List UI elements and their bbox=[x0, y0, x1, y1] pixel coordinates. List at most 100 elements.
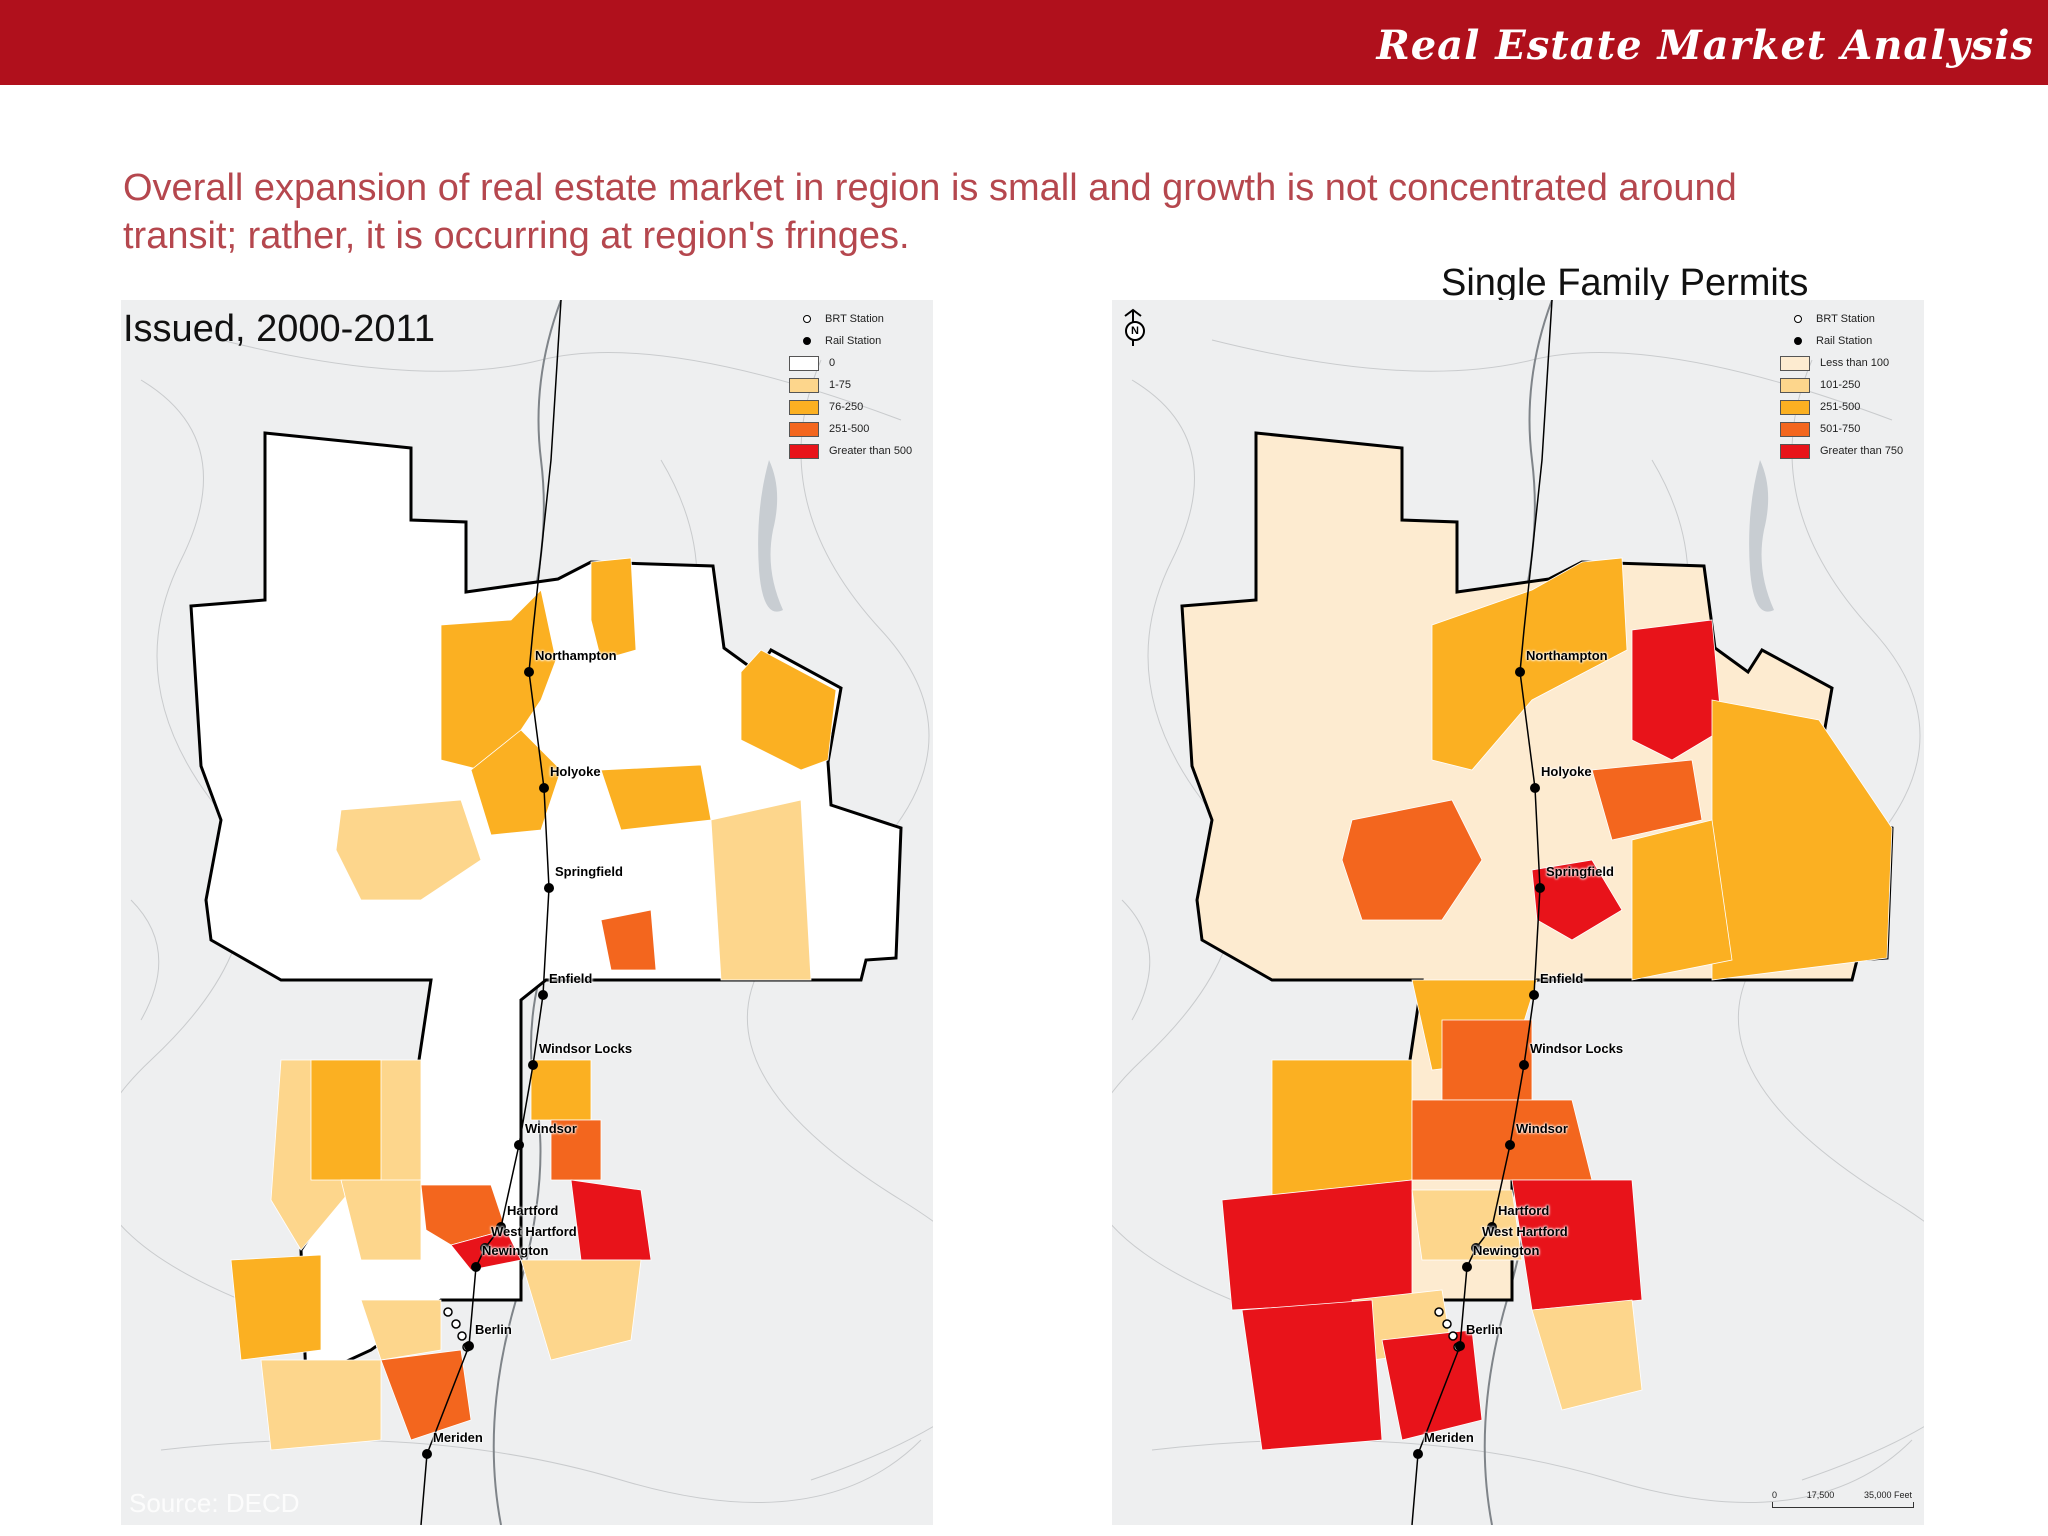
legend-class-label: Greater than 500 bbox=[829, 445, 913, 457]
region-windsor-locks bbox=[530, 1059, 592, 1121]
station-label: Hartford bbox=[1498, 1203, 1550, 1218]
brt-station-marker bbox=[1448, 1331, 1458, 1341]
region-manchester bbox=[1511, 1179, 1643, 1311]
region-ludlow bbox=[600, 764, 712, 831]
legend-class-row: 501-750 bbox=[1780, 418, 1903, 440]
station-label: Springfield bbox=[555, 864, 623, 879]
legend-swatch bbox=[789, 355, 819, 371]
rail-station-marker bbox=[544, 883, 554, 893]
rail-station-icon bbox=[803, 337, 811, 345]
lake bbox=[758, 460, 783, 612]
region-palmer bbox=[710, 799, 812, 981]
legend-swatch bbox=[789, 421, 819, 437]
banner-title: Real Estate Market Analysis bbox=[1376, 22, 2034, 69]
rail-station-marker bbox=[1462, 1262, 1472, 1272]
region-suffield bbox=[1441, 1019, 1533, 1101]
station-label: Newington bbox=[1473, 1243, 1540, 1258]
region-westfield bbox=[335, 799, 482, 901]
region-southington bbox=[1241, 1299, 1383, 1451]
region-east-longmeadow bbox=[600, 909, 657, 971]
right-map: N BRT Station Rail Station Less than 100… bbox=[1112, 300, 1924, 1525]
station-label: Windsor Locks bbox=[539, 1041, 633, 1056]
header-banner: Real Estate Market Analysis bbox=[0, 0, 2048, 85]
rail-station-marker bbox=[528, 1060, 538, 1070]
left-map-title: Issued, 2000-2011 bbox=[123, 308, 435, 350]
legend-class-label: 501-750 bbox=[1820, 423, 1861, 435]
legend-class-row: 0 bbox=[789, 352, 912, 374]
rail-station-marker bbox=[1505, 1140, 1515, 1150]
scale-bar-line bbox=[1772, 1502, 1914, 1508]
station-label: Berlin bbox=[1466, 1322, 1503, 1337]
rail-station-marker bbox=[471, 1262, 481, 1272]
brt-station-icon bbox=[1794, 315, 1802, 323]
brt-station-marker bbox=[457, 1331, 467, 1341]
rail-station-marker bbox=[514, 1140, 524, 1150]
region-farmington bbox=[230, 1254, 322, 1361]
rail-station-marker bbox=[538, 990, 548, 1000]
rail-station-marker bbox=[480, 1243, 490, 1253]
legend-class-row: 251-500 bbox=[789, 418, 912, 440]
region-windsor bbox=[1411, 1099, 1593, 1181]
region-westfield bbox=[1341, 799, 1483, 921]
region-simsbury bbox=[340, 1179, 422, 1261]
region-manchester bbox=[570, 1179, 652, 1261]
station-label: Windsor Locks bbox=[1530, 1041, 1624, 1056]
rail-station-marker bbox=[422, 1449, 432, 1459]
region-holyoke bbox=[470, 729, 562, 836]
rail-station-marker bbox=[539, 783, 549, 793]
lake bbox=[1749, 460, 1774, 612]
source-credit: Source: DECD bbox=[129, 1488, 300, 1518]
legend-swatch bbox=[789, 443, 819, 459]
legend-swatch bbox=[1780, 399, 1810, 415]
legend-class-row: 251-500 bbox=[1780, 396, 1903, 418]
station-label: Windsor bbox=[525, 1121, 577, 1136]
north-letter: N bbox=[1125, 321, 1145, 341]
station-label: Holyoke bbox=[1541, 764, 1592, 779]
legend-class-label: 251-500 bbox=[1820, 401, 1861, 413]
legend-class-row: Greater than 750 bbox=[1780, 440, 1903, 462]
rail-station-marker bbox=[1413, 1449, 1423, 1459]
legend-class-label: 0 bbox=[829, 357, 836, 369]
rail-station-marker bbox=[464, 1341, 474, 1351]
map-subtitle: Single Family Permits bbox=[1441, 262, 1809, 304]
brt-station-marker bbox=[443, 1307, 453, 1317]
station-label: Springfield bbox=[1546, 864, 1614, 879]
legend-swatch bbox=[1780, 421, 1810, 437]
legend-swatch bbox=[1780, 443, 1810, 459]
right-map-canvas bbox=[1112, 300, 1924, 1525]
region-palmer bbox=[1711, 699, 1893, 981]
legend-rail-row: Rail Station bbox=[1780, 330, 1903, 352]
right-map-legend: BRT Station Rail Station Less than 100 10… bbox=[1780, 308, 1903, 462]
legend-class-row: 1-75 bbox=[789, 374, 912, 396]
region-west-suburbs bbox=[1221, 1179, 1413, 1311]
station-label: West Hartford bbox=[491, 1224, 577, 1239]
legend-swatch bbox=[1780, 377, 1810, 393]
region-hartford bbox=[1411, 1189, 1523, 1261]
station-label: Enfield bbox=[549, 971, 593, 986]
region-polygons bbox=[1180, 431, 1894, 1451]
rail-station-marker bbox=[1471, 1243, 1481, 1253]
brt-station-marker bbox=[1442, 1319, 1452, 1329]
legend-class-row: Less than 100 bbox=[1780, 352, 1903, 374]
region-outline bbox=[189, 431, 903, 1383]
region-southington bbox=[260, 1359, 382, 1451]
left-map-legend: BRT Station Rail Station 0 1-75 76-250 251-… bbox=[789, 308, 912, 462]
station-label: Meriden bbox=[1424, 1430, 1474, 1445]
station-label: Northampton bbox=[535, 648, 617, 663]
region-belchertown-east bbox=[1631, 619, 1723, 761]
legend-swatch bbox=[1780, 355, 1810, 371]
legend-swatch bbox=[789, 377, 819, 393]
rail-station-marker bbox=[1455, 1341, 1465, 1351]
region-newington bbox=[360, 1299, 442, 1361]
legend-class-row: Greater than 500 bbox=[789, 440, 912, 462]
station-label: Berlin bbox=[475, 1322, 512, 1337]
region-wilbraham bbox=[1631, 819, 1733, 981]
headline: Overall expansion of real estate market … bbox=[123, 167, 1737, 257]
station-label: Northampton bbox=[1526, 648, 1608, 663]
rail-station-marker bbox=[1529, 990, 1539, 1000]
region-belchertown bbox=[740, 649, 837, 771]
region-berlin bbox=[1381, 1329, 1483, 1441]
region-berlin bbox=[380, 1349, 472, 1441]
legend-class-label: 101-250 bbox=[1820, 379, 1861, 391]
station-label: Hartford bbox=[507, 1203, 559, 1218]
